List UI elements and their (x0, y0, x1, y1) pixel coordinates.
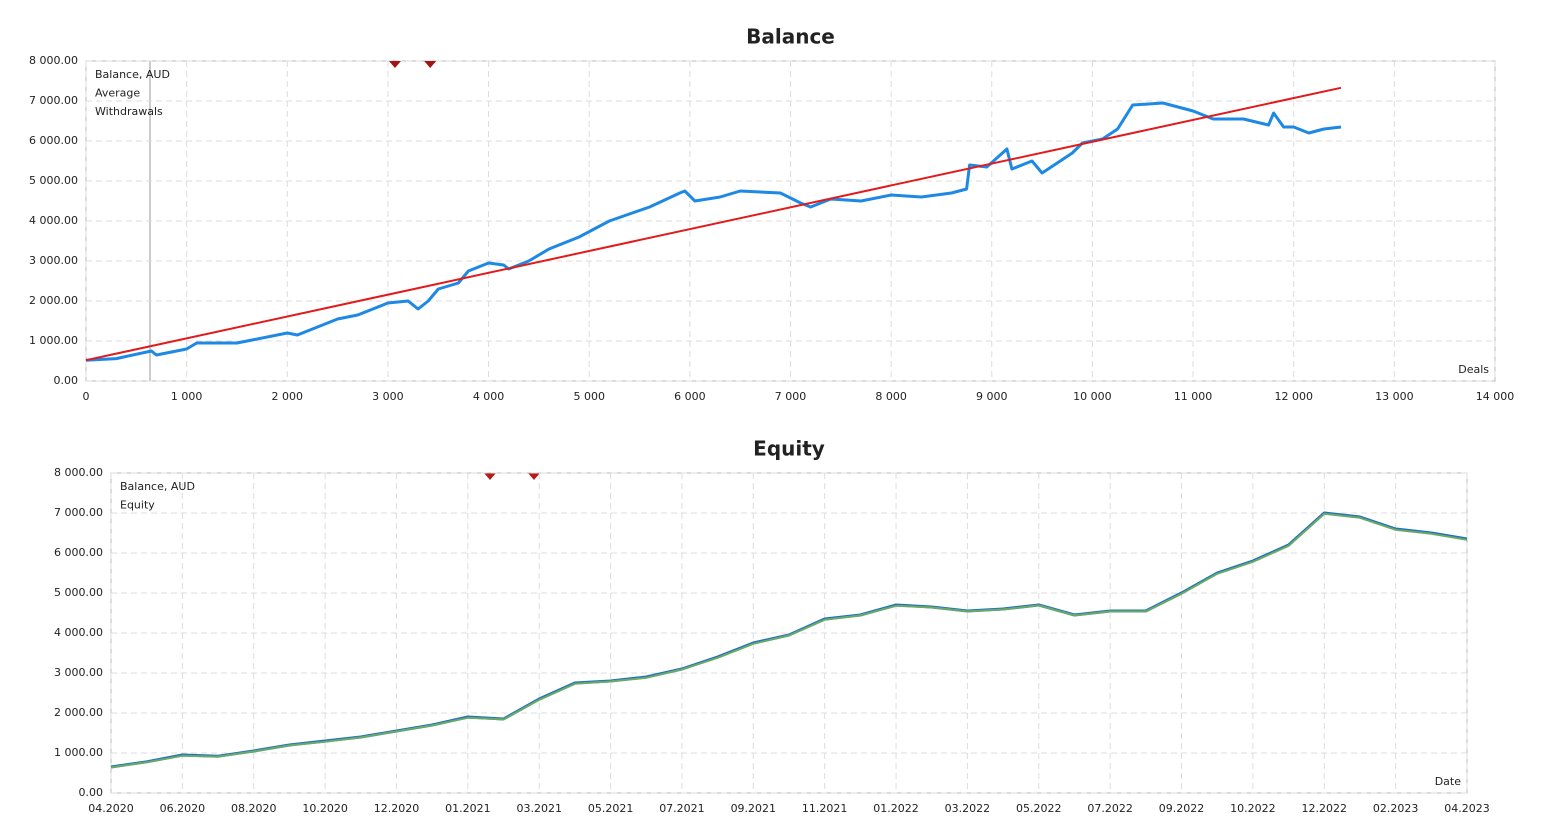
legend-entry: Average (95, 87, 140, 100)
y-tick-label: 7 000.00 (29, 94, 78, 107)
series-line (85, 86, 1342, 362)
chart-title: Equity (753, 437, 825, 461)
x-tick-label: 11.2021 (802, 802, 848, 815)
x-tick-label: 6 000 (674, 390, 706, 403)
x-tick-label: 05.2021 (588, 802, 634, 815)
x-axis-label: Date (1435, 775, 1462, 788)
y-tick-label: 5 000.00 (29, 174, 78, 187)
x-tick-label: 08.2020 (231, 802, 277, 815)
x-tick-label: 07.2021 (659, 802, 705, 815)
y-tick-label: 1 000.00 (54, 746, 103, 759)
y-tick-label: 3 000.00 (29, 254, 78, 267)
legend-entry: Balance, AUD (120, 480, 195, 493)
x-tick-label: 3 000 (372, 390, 404, 403)
x-tick-label: 12.2020 (374, 802, 420, 815)
x-tick-label: 2 000 (272, 390, 304, 403)
x-tick-label: 02.2023 (1373, 802, 1419, 815)
x-tick-label: 04.2023 (1444, 802, 1490, 815)
x-tick-label: 06.2020 (160, 802, 206, 815)
x-tick-label: 10 000 (1073, 390, 1112, 403)
series-line (110, 511, 1468, 769)
x-axis-label: Deals (1458, 363, 1489, 376)
x-tick-label: 01.2021 (445, 802, 491, 815)
x-tick-label: 11 000 (1174, 390, 1213, 403)
withdrawal-marker (388, 61, 401, 68)
y-tick-label: 8 000.00 (54, 466, 103, 479)
withdrawal-marker (528, 473, 540, 480)
series-line (85, 101, 1342, 362)
x-tick-label: 09.2021 (731, 802, 777, 815)
y-tick-label: 8 000.00 (29, 54, 78, 67)
y-tick-label: 4 000.00 (54, 626, 103, 639)
x-tick-label: 8 000 (875, 390, 907, 403)
x-tick-label: 03.2021 (516, 802, 562, 815)
y-tick-label: 2 000.00 (29, 294, 78, 307)
withdrawal-marker (484, 473, 496, 480)
x-tick-label: 9 000 (976, 390, 1008, 403)
withdrawal-marker (424, 61, 437, 68)
x-tick-label: 01.2022 (873, 802, 919, 815)
x-tick-label: 12.2022 (1302, 802, 1348, 815)
x-tick-label: 7 000 (775, 390, 807, 403)
x-tick-label: 5 000 (573, 390, 605, 403)
x-tick-label: 09.2022 (1159, 802, 1205, 815)
x-tick-label: 1 000 (171, 390, 203, 403)
x-tick-label: 14 000 (1476, 390, 1515, 403)
x-tick-label: 03.2022 (945, 802, 991, 815)
y-tick-label: 6 000.00 (29, 134, 78, 147)
x-tick-label: 10.2022 (1230, 802, 1276, 815)
y-tick-label: 3 000.00 (54, 666, 103, 679)
chart-title: Balance (746, 25, 835, 49)
x-tick-label: 4 000 (473, 390, 505, 403)
legend-entry: Withdrawals (95, 105, 163, 118)
y-tick-label: 5 000.00 (54, 586, 103, 599)
y-tick-label: 4 000.00 (29, 214, 78, 227)
x-tick-label: 04.2020 (88, 802, 134, 815)
x-tick-label: 0 (83, 390, 90, 403)
x-tick-label: 07.2022 (1087, 802, 1133, 815)
y-tick-label: 0.00 (54, 374, 79, 387)
legend-entry: Equity (120, 499, 155, 512)
x-tick-label: 05.2022 (1016, 802, 1062, 815)
legend-entry: Balance, AUD (95, 68, 170, 81)
y-tick-label: 6 000.00 (54, 546, 103, 559)
series-line (110, 512, 1468, 769)
y-tick-label: 0.00 (79, 786, 104, 799)
x-tick-label: 13 000 (1375, 390, 1414, 403)
y-tick-label: 7 000.00 (54, 506, 103, 519)
x-tick-label: 12 000 (1274, 390, 1313, 403)
y-tick-label: 1 000.00 (29, 334, 78, 347)
x-tick-label: 10.2020 (302, 802, 348, 815)
y-tick-label: 2 000.00 (54, 706, 103, 719)
